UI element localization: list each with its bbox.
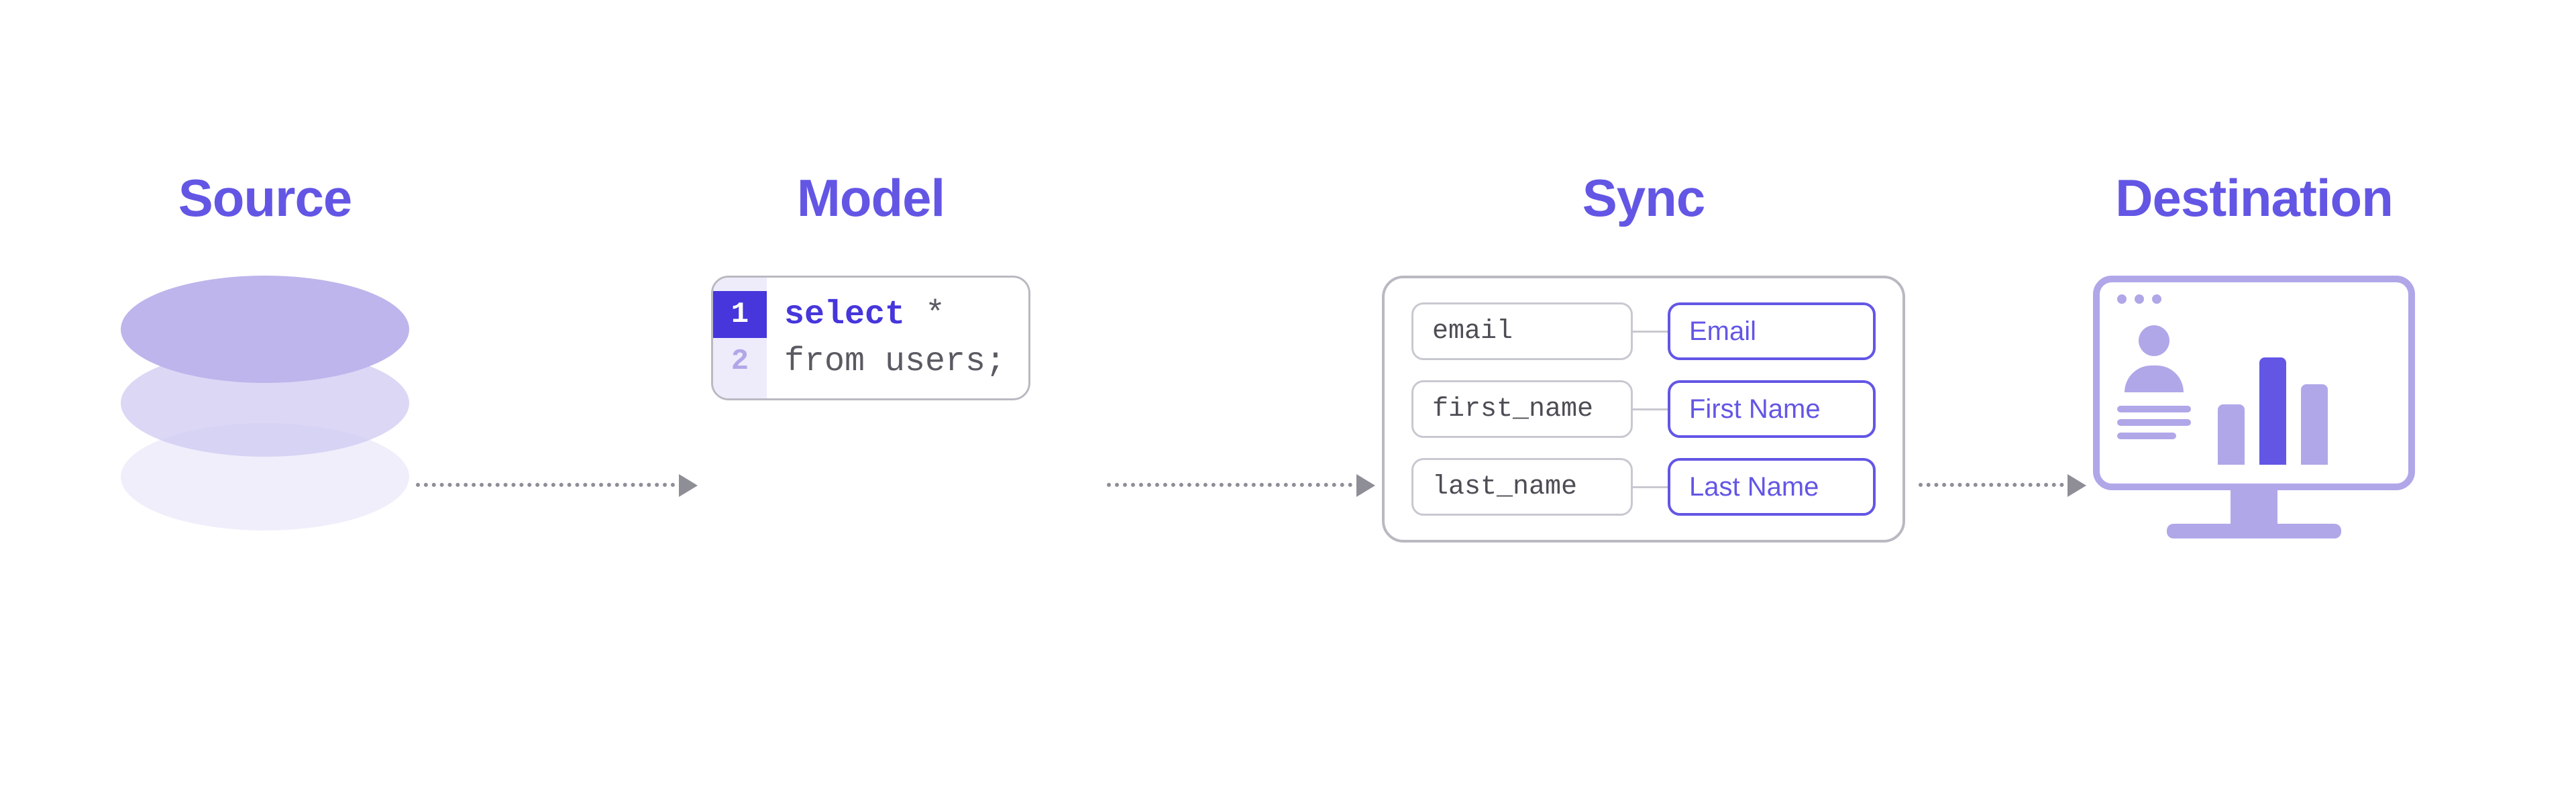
window-controls-icon [2117, 294, 2391, 304]
mapping-connector [1633, 486, 1668, 488]
stage-destination: Destination [2093, 168, 2415, 538]
mapping-connector [1633, 408, 1668, 410]
code-line: select * [784, 291, 1006, 338]
stage-sync: Sync email Email first_name First Name last_… [1382, 168, 1905, 543]
profile-line [2117, 419, 2191, 426]
chart-bar [2259, 357, 2286, 465]
mapping-connector [1633, 331, 1668, 333]
flow-arrow [1107, 483, 1368, 487]
database-icon [121, 276, 409, 517]
database-layer [121, 276, 409, 383]
line-number: 2 [713, 338, 767, 385]
mapping-source-field: last_name [1411, 458, 1633, 516]
profile-line [2117, 433, 2176, 439]
mapping-source-field: email [1411, 302, 1633, 360]
model-title: Model [797, 168, 945, 229]
stage-model: Model 12 select *from users; [711, 168, 1030, 400]
monitor-icon [2093, 276, 2415, 538]
mapping-row: email Email [1411, 302, 1876, 360]
destination-title: Destination [2115, 168, 2393, 229]
source-title: Source [178, 168, 352, 229]
avatar-icon [2117, 325, 2191, 439]
bar-chart-icon [2218, 351, 2328, 465]
chart-bar [2301, 384, 2328, 465]
chart-bar [2218, 404, 2245, 465]
mapping-row: last_name Last Name [1411, 458, 1876, 516]
mapping-source-field: first_name [1411, 380, 1633, 438]
mapping-panel: email Email first_name First Name last_name L… [1382, 276, 1905, 543]
mapping-destination-field: Last Name [1668, 458, 1876, 516]
monitor-screen [2093, 276, 2415, 490]
stage-source: Source [121, 168, 409, 517]
line-number: 1 [713, 291, 767, 338]
editor-gutter: 12 [713, 278, 767, 398]
sql-editor: 12 select *from users; [711, 276, 1030, 400]
mapping-destination-field: First Name [1668, 380, 1876, 438]
monitor-base [2167, 524, 2341, 538]
code-line: from users; [784, 338, 1006, 385]
profile-line [2117, 406, 2191, 412]
flow-arrow [1919, 483, 2080, 487]
monitor-stand [2231, 490, 2277, 524]
mapping-row: first_name First Name [1411, 380, 1876, 438]
mapping-destination-field: Email [1668, 302, 1876, 360]
flow-arrow [416, 483, 691, 487]
editor-body: select *from users; [767, 278, 1028, 398]
sync-title: Sync [1582, 168, 1705, 229]
